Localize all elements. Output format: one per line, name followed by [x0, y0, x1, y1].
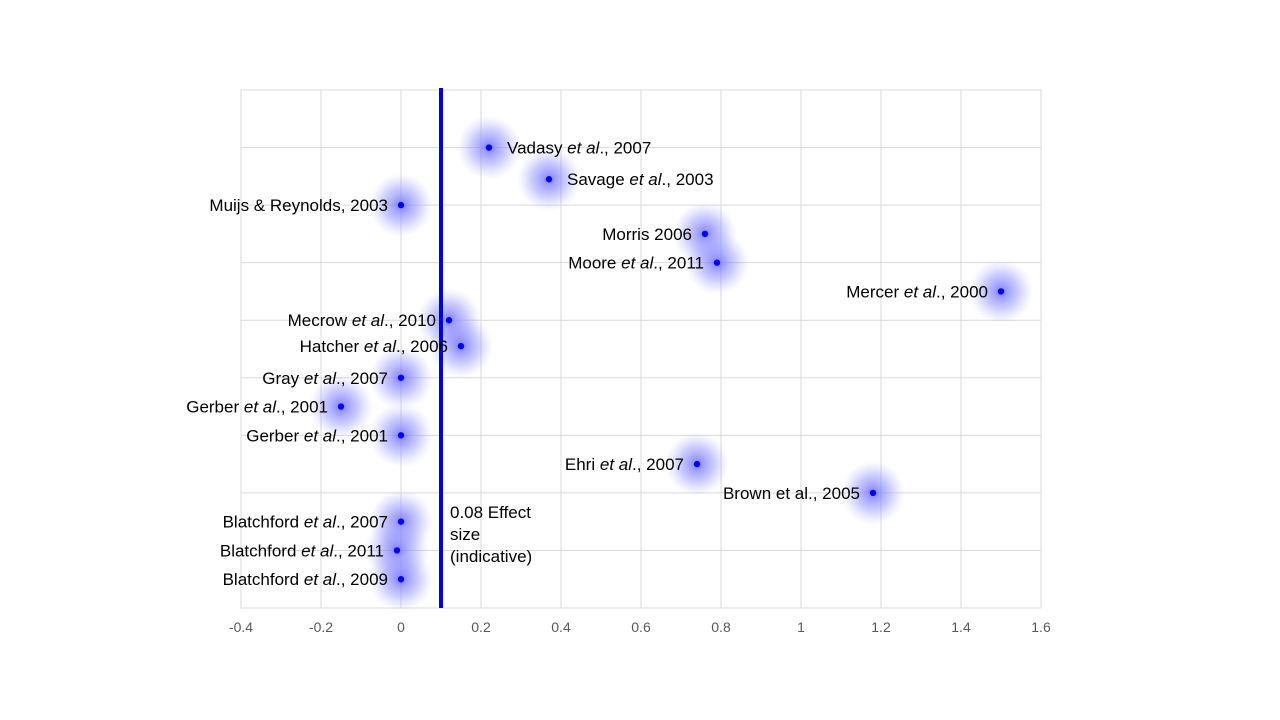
x-tick-label: -0.2: [309, 619, 333, 635]
x-tick-label: -0.4: [229, 619, 253, 635]
x-tick-label: 1.2: [871, 619, 891, 635]
point-label: Mecrow et al., 2010: [288, 311, 436, 330]
point-labels: Vadasy et al., 2007 Savage et al., 2003 Mu…: [186, 139, 988, 590]
x-tick-label: 0.6: [631, 619, 651, 635]
point-label: Gerber et al., 2001: [246, 426, 388, 445]
data-point: [997, 288, 1005, 295]
x-tick-label: 0.2: [471, 619, 491, 635]
data-point: [701, 230, 709, 238]
data-point: [457, 342, 465, 350]
point-label: Hatcher et al., 2006: [300, 337, 448, 356]
data-point: [397, 576, 405, 583]
point-label: Blatchford et al., 2011: [220, 541, 384, 560]
point-label: Blatchford et al., 2007: [223, 513, 388, 532]
point-label: Brown et al., 2005: [723, 484, 860, 503]
data-point: [397, 432, 405, 439]
point-label: Mercer et al., 2000: [846, 282, 988, 301]
point-label: Muijs & Reynolds, 2003: [209, 196, 388, 215]
point-label: Vadasy et al., 2007: [507, 139, 651, 158]
data-point: [397, 518, 405, 525]
x-tick-label: 0: [397, 619, 405, 635]
data-point: [869, 489, 877, 497]
data-point: [545, 176, 553, 183]
x-tick-label: 1.4: [951, 619, 971, 635]
data-point: [397, 374, 405, 381]
x-tick-label: 0.8: [711, 619, 731, 635]
data-point: [693, 460, 701, 468]
data-point: [713, 259, 721, 266]
x-tick-label: 1.6: [1031, 619, 1051, 635]
x-axis-ticks: -0.4 -0.2 0 0.2 0.4 0.6 0.8 1 1.2 1.4 1.6: [229, 619, 1051, 635]
data-point: [485, 144, 493, 151]
point-label: Savage et al., 2003: [567, 170, 714, 189]
x-tick-label: 0.4: [551, 619, 571, 635]
point-label: Ehri et al., 2007: [565, 455, 684, 474]
plot-area-border: [240, 89, 1042, 609]
data-points: [337, 144, 1005, 583]
point-label: Morris 2006: [602, 225, 692, 244]
x-tick-label: 1: [797, 619, 805, 635]
point-label: Gray et al., 2007: [262, 369, 388, 388]
reference-line-label: 0.08 Effect size (indicative): [450, 503, 533, 566]
data-point: [397, 201, 405, 209]
data-point: [393, 547, 401, 554]
data-point: [445, 317, 453, 324]
point-label: Blatchford et al., 2009: [223, 570, 388, 589]
point-label: Gerber et al., 2001: [186, 398, 328, 417]
point-label: Moore et al., 2011: [568, 254, 704, 273]
data-point: [337, 403, 345, 410]
point-glows: [309, 115, 1033, 612]
